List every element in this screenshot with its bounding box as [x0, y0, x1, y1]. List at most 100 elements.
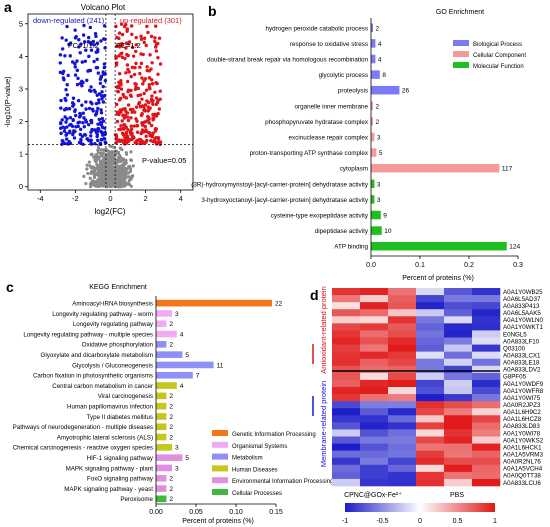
heatmap-cell [332, 372, 361, 381]
point-up-regulated [115, 35, 119, 40]
x-tick-label: 4 [179, 194, 183, 203]
point-up-regulated [138, 65, 142, 69]
point-down-regulated [60, 47, 65, 51]
go-bar [371, 179, 375, 189]
point-up-regulated [144, 43, 148, 48]
point-up-regulated [124, 71, 128, 75]
point-not-significant [97, 157, 101, 161]
heatmap-row-label: A0A1L6H9C2 [503, 409, 541, 416]
heatmap-cell [472, 330, 501, 338]
point-up-regulated [131, 135, 135, 139]
point-not-significant [120, 156, 124, 160]
point-down-regulated [73, 36, 78, 40]
heatmap-row-label: A0A1Y0WLN0 [503, 317, 543, 324]
point-up-regulated [129, 24, 134, 28]
kegg-x-tick-label: 0.05 [189, 509, 203, 516]
point-up-regulated [155, 100, 160, 105]
point-down-regulated [87, 138, 91, 143]
point-up-regulated [135, 124, 140, 128]
point-down-regulated [89, 134, 93, 138]
point-up-regulated [154, 24, 158, 28]
point-down-regulated [100, 125, 105, 129]
point-down-regulated [92, 43, 96, 47]
heatmap-row-label: A0A1Y0WB25 [503, 289, 543, 296]
heatmap-cell [472, 358, 501, 367]
heatmap-cell [360, 429, 389, 437]
point-down-regulated [100, 137, 104, 142]
point-down-regulated [77, 45, 81, 49]
heatmap-cell [444, 323, 473, 331]
kegg-legend-swatch [212, 430, 228, 436]
point-down-regulated [89, 42, 94, 46]
kegg-legend-label: Genetic Information Processing [232, 432, 316, 438]
heatmap-cell [416, 358, 445, 367]
kegg-legend-label: Metabolism [232, 456, 263, 462]
heatmap-cell [360, 351, 389, 360]
volcano-x-ticks: -4 -2 0 2 4 [37, 190, 183, 203]
go-count-label: 8 [382, 72, 386, 79]
point-not-significant [129, 176, 133, 180]
heatmap-cell [472, 422, 501, 430]
point-not-significant [109, 171, 113, 175]
heatmap-cell [416, 394, 445, 402]
point-not-significant [98, 172, 102, 176]
point-up-regulated [115, 110, 119, 114]
heatmap-cell [472, 365, 501, 374]
volcano-title: Volcano Plot [81, 3, 126, 12]
heatmap-cell [416, 415, 445, 423]
panel-letter-a: a [4, 0, 12, 15]
kegg-bar [156, 402, 167, 410]
point-up-regulated [119, 81, 123, 85]
point-up-regulated [157, 36, 162, 40]
point-down-regulated [72, 136, 77, 140]
point-up-regulated [145, 65, 149, 69]
point-up-regulated [146, 105, 150, 109]
kegg-bar [156, 299, 272, 307]
point-down-regulated [95, 138, 100, 143]
go-category-label: proteolysis [338, 88, 368, 95]
point-down-regulated [102, 62, 107, 66]
point-up-regulated [153, 45, 158, 49]
point-down-regulated [60, 118, 64, 122]
point-down-regulated [68, 115, 73, 120]
point-not-significant [96, 146, 101, 150]
heatmap-cell [444, 408, 473, 416]
heatmap-row-label: A0A833LE18 [503, 360, 540, 367]
go-count-label: 4 [378, 57, 382, 64]
heatmap-cell [472, 379, 501, 388]
point-down-regulated [97, 101, 101, 105]
point-not-significant [130, 174, 135, 178]
point-down-regulated [95, 57, 99, 61]
point-down-regulated [102, 132, 106, 137]
point-not-significant [95, 182, 99, 186]
point-up-regulated [150, 99, 154, 103]
point-down-regulated [96, 122, 100, 126]
point-down-regulated [76, 121, 80, 125]
point-not-significant [121, 165, 125, 170]
go-bar [371, 117, 373, 126]
heatmap-cell [444, 450, 473, 459]
point-up-regulated [117, 85, 121, 90]
point-not-significant [101, 148, 105, 152]
point-down-regulated [103, 46, 107, 50]
point-down-regulated [82, 116, 86, 120]
go-bar [371, 101, 373, 111]
point-up-regulated [137, 100, 142, 105]
point-up-regulated [135, 119, 139, 123]
kegg-category-label: Aminoacyl-tRNA biosynthesis [72, 300, 153, 307]
heatmap-cell [472, 394, 501, 402]
y-tick-label: 2 [19, 117, 23, 126]
kegg-count-label: 2 [169, 342, 173, 349]
point-up-regulated [117, 54, 121, 58]
heatmap-cell [416, 464, 445, 473]
heatmap-row-label: A0A1A5VRM3 [503, 451, 543, 458]
kegg-count-label: 2 [169, 496, 173, 503]
point-up-regulated [138, 93, 143, 97]
point-down-regulated [77, 140, 82, 145]
kegg-bar [156, 464, 172, 472]
point-down-regulated [75, 68, 79, 73]
heatmap-row-label: A0A1A5VCH4 [503, 466, 543, 473]
point-up-regulated [153, 127, 158, 131]
heatmap-cells [332, 288, 501, 487]
